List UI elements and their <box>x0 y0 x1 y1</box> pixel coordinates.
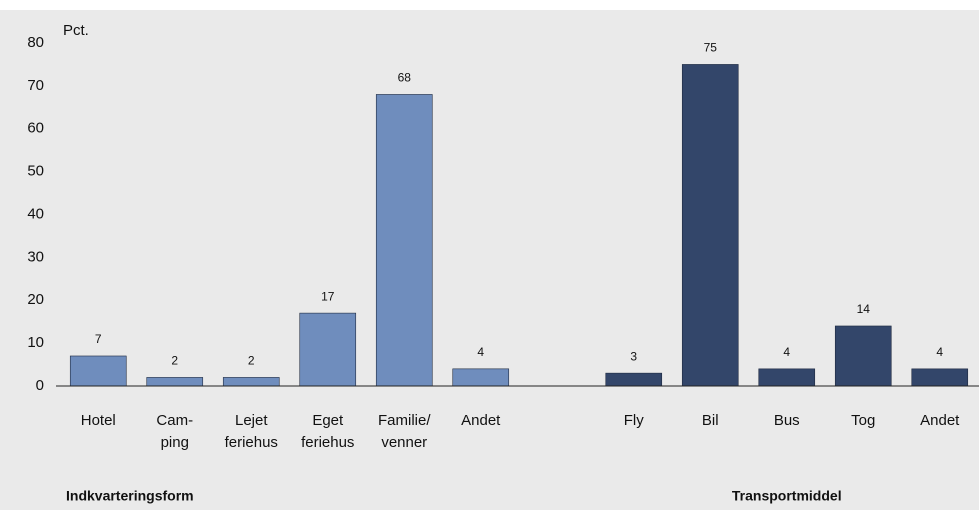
y-tick-label: 20 <box>27 291 44 308</box>
x-tick-label: feriehus <box>225 434 278 451</box>
data-label: 17 <box>321 289 335 303</box>
x-tick-label: Fly <box>624 412 644 429</box>
y-tick-label: 10 <box>27 334 44 351</box>
y-tick-label: 80 <box>27 34 44 51</box>
bar <box>605 372 663 387</box>
x-tick-label: feriehus <box>301 434 354 451</box>
chart-background <box>0 10 979 510</box>
bar <box>681 64 739 387</box>
y-tick-label: 60 <box>27 120 44 137</box>
x-tick-label: Bus <box>774 412 800 429</box>
x-tick-label: Andet <box>461 412 501 429</box>
y-tick-label: 40 <box>27 205 44 222</box>
x-tick-label: Bil <box>702 412 719 429</box>
data-label: 4 <box>936 345 943 359</box>
x-tick-label: ping <box>161 434 189 451</box>
bar <box>834 325 892 387</box>
y-tick-label: 70 <box>27 77 44 94</box>
data-label: 14 <box>857 302 871 316</box>
x-tick-label: Hotel <box>81 412 116 429</box>
y-unit: Pct. <box>63 22 89 39</box>
bar <box>911 368 969 387</box>
x-tick-label: Lejet <box>235 412 268 429</box>
x-tick-label: Eget <box>312 412 344 429</box>
data-label: 7 <box>95 332 102 346</box>
x-tick-label: Tog <box>851 412 875 429</box>
bar <box>222 377 280 387</box>
data-label: 2 <box>248 354 255 368</box>
y-tick-label: 0 <box>36 377 44 394</box>
data-label: 2 <box>171 354 178 368</box>
y-tick-label: 50 <box>27 163 44 180</box>
data-label: 4 <box>477 345 484 359</box>
data-label: 3 <box>630 349 637 363</box>
bar <box>299 312 357 387</box>
group-label: Indkvarteringsform <box>66 488 194 504</box>
group-label: Transportmiddel <box>732 488 842 504</box>
x-tick-label: venner <box>381 434 427 451</box>
data-label: 4 <box>783 345 790 359</box>
bar <box>69 355 127 387</box>
data-label: 68 <box>398 71 412 85</box>
bar <box>146 377 204 387</box>
y-tick-label: 30 <box>27 248 44 265</box>
bar <box>452 368 510 387</box>
bar <box>758 368 816 387</box>
bar <box>375 94 433 387</box>
data-label: 75 <box>704 41 718 55</box>
x-tick-label: Andet <box>920 412 960 429</box>
x-tick-label: Familie/ <box>378 412 431 429</box>
x-tick-label: Cam- <box>156 412 193 429</box>
